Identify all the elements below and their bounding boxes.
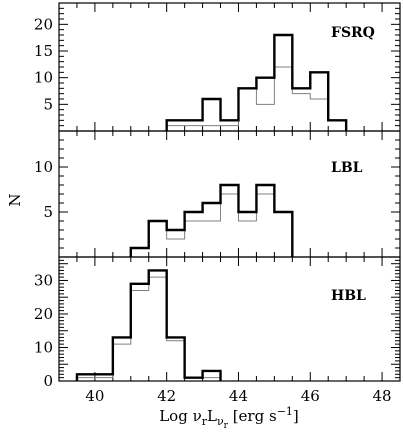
y-tick-label: 30 <box>34 271 53 289</box>
panel-fsrq: 5 10 15 20 FSRQ <box>34 2 401 132</box>
bar-all <box>131 284 149 381</box>
bar-all <box>292 88 310 131</box>
bar-all <box>185 378 203 381</box>
panel-frame <box>58 256 401 382</box>
x-tick-label: 44 <box>229 387 248 405</box>
y-tick-label: 20 <box>34 305 53 323</box>
histogram-all <box>165 33 348 131</box>
y-tick-label: 20 <box>34 15 53 33</box>
y-tick-label: 10 <box>34 158 53 176</box>
y-tick-label: 5 <box>43 95 53 113</box>
y-tick-label: 15 <box>34 42 53 60</box>
bar-all <box>203 99 221 131</box>
x-tick-label: 42 <box>157 387 176 405</box>
bar-all <box>238 88 256 131</box>
bar-all <box>274 35 292 131</box>
bar-all <box>77 374 95 381</box>
bar-all <box>221 120 239 131</box>
y-tick-label: 10 <box>34 338 53 356</box>
bar-all <box>131 248 149 257</box>
bar-all <box>310 72 328 131</box>
bar-all <box>95 374 113 381</box>
panels-layer: 5 10 15 20 FSRQ 5 10 LBL 0 10 20 30 HBL 40 42 44 46 48 <box>34 2 401 405</box>
y-tick-label: 5 <box>43 203 53 221</box>
x-tick-label: 46 <box>301 387 320 405</box>
histogram-all <box>75 269 222 381</box>
bar-all <box>149 221 167 257</box>
bar-all <box>203 203 221 257</box>
bar-all <box>167 337 185 381</box>
bar-all <box>256 78 274 131</box>
bar-all <box>167 120 185 131</box>
x-axis-title: Log νrLνr [erg s−1] <box>159 405 299 430</box>
histogram-all <box>129 183 294 257</box>
x-tick-label: 40 <box>85 387 104 405</box>
y-axis-title: N <box>6 193 24 206</box>
bar-all <box>185 212 203 257</box>
bar-all <box>113 337 131 381</box>
bar-all <box>149 270 167 381</box>
bar-all <box>203 371 221 381</box>
panel-frame <box>58 2 401 132</box>
bar-all <box>167 230 185 257</box>
panel-label: FSRQ <box>331 25 375 41</box>
bar-all <box>221 185 239 257</box>
bar-all <box>328 120 346 131</box>
panel-hbl: 0 10 20 30 HBL <box>34 256 401 390</box>
panel-label: LBL <box>331 160 363 176</box>
y-tick-label: 0 <box>43 372 53 390</box>
bar-all <box>238 212 256 257</box>
y-tick-label: 10 <box>34 69 53 87</box>
panel-label: HBL <box>331 288 366 304</box>
bar-all <box>274 212 292 257</box>
bar-all <box>185 120 203 131</box>
x-tick-label: 48 <box>373 387 392 405</box>
bar-all <box>256 185 274 257</box>
panel-lbl: 5 10 LBL <box>34 130 401 258</box>
